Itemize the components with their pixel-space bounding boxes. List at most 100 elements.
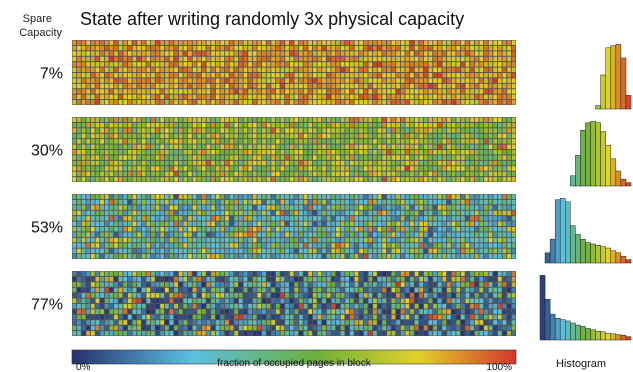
heatmap-cell (266, 51, 271, 56)
heatmap-cell (354, 56, 359, 62)
heatmap-cell (155, 232, 160, 237)
heatmap-cell (460, 314, 465, 320)
heatmap-cell (470, 78, 474, 83)
heatmap-cell (77, 298, 81, 304)
heatmap-cell (220, 89, 225, 94)
heatmap-cell (405, 177, 410, 182)
heatmap-cell (460, 325, 465, 331)
heatmap-cell (336, 62, 340, 67)
heatmap-cell (410, 166, 414, 171)
heatmap-cell (493, 149, 498, 155)
heatmap-cell (331, 309, 336, 314)
heatmap-cell (155, 216, 160, 221)
heatmap-cell (86, 51, 91, 56)
heatmap-cell (160, 83, 165, 89)
heatmap-cell (470, 287, 474, 293)
heatmap-cell (77, 51, 81, 56)
heatmap-cell (104, 298, 109, 304)
heatmap-cell (303, 271, 308, 276)
heatmap-cell (266, 298, 271, 304)
heatmap-cell (262, 62, 266, 67)
heatmap-cell (160, 271, 165, 276)
heatmap-cell (178, 45, 183, 51)
heatmap-cell (502, 194, 507, 199)
heatmap-cell (326, 287, 331, 293)
heatmap-cell (201, 45, 206, 51)
heatmap-cell (220, 122, 225, 128)
heatmap-cell (77, 282, 81, 287)
heatmap-cell (243, 314, 248, 320)
heatmap-cell (90, 155, 95, 160)
heatmap-cell (266, 122, 271, 128)
histogram-bar (539, 275, 546, 341)
heatmap-cell (451, 62, 456, 67)
heatmap-cell (151, 293, 155, 298)
heatmap-cell (229, 67, 234, 73)
heatmap-cell (220, 210, 225, 216)
heatmap-cell (188, 271, 192, 276)
heatmap-cell (160, 210, 165, 216)
heatmap-cell (502, 128, 507, 133)
heatmap-cell (359, 331, 363, 336)
heatmap-cell (414, 194, 419, 199)
heatmap-cell (271, 243, 276, 248)
heatmap-cell (114, 56, 118, 62)
heatmap-cell (470, 194, 474, 199)
heatmap-cell (511, 51, 516, 56)
heatmap-cell (238, 51, 243, 56)
heatmap-cell (410, 177, 414, 182)
heatmap-cell (340, 139, 345, 144)
heatmap-cell (410, 237, 414, 243)
heatmap-cell (123, 144, 128, 150)
heatmap-cell (95, 62, 100, 67)
heatmap-cell (373, 51, 377, 56)
heatmap-cell (363, 89, 368, 94)
heatmap-cell (285, 171, 289, 177)
heatmap-cell (447, 67, 451, 73)
heatmap-cell (497, 325, 502, 331)
heatmap-cell (460, 100, 465, 105)
heatmap-cell (72, 314, 77, 320)
heatmap-cell (114, 199, 118, 205)
heatmap-cell (451, 117, 456, 122)
heatmap-cell (507, 171, 511, 177)
heatmap-cell (493, 276, 498, 282)
histogram-bar (559, 198, 566, 264)
histogram-bar (580, 326, 586, 341)
heatmap-cell (137, 94, 141, 100)
heatmap-cell (164, 166, 169, 171)
heatmap-cell (511, 243, 516, 248)
heatmap-cell (188, 303, 192, 309)
heatmap-cell (192, 298, 197, 304)
heatmap-cell (345, 78, 350, 83)
heatmap-cell (340, 314, 345, 320)
heatmap-cell (211, 210, 215, 216)
heatmap-cell (118, 94, 123, 100)
heatmap-cell (414, 293, 419, 298)
heatmap-cell (118, 45, 123, 51)
heatmap-cell (433, 282, 437, 287)
heatmap-cell (155, 117, 160, 122)
heatmap-cell (248, 254, 252, 259)
heatmap-cell (164, 293, 169, 298)
heatmap-cell (340, 199, 345, 205)
heatmap-cell (317, 166, 322, 171)
heatmap-cell (169, 122, 174, 128)
heatmap-cell (312, 133, 317, 139)
heatmap-cell (188, 325, 192, 331)
heatmap-cell (174, 331, 178, 336)
heatmap-cell (474, 160, 479, 166)
heatmap-cell (391, 298, 396, 304)
heatmap-cell (192, 62, 197, 67)
heatmap-cell (174, 254, 178, 259)
heatmap-cell (437, 83, 442, 89)
heatmap-cell (460, 122, 465, 128)
heatmap-cell (72, 199, 77, 205)
heatmap-cell (188, 171, 192, 177)
heatmap-cell (405, 72, 410, 78)
heatmap-cell (72, 83, 77, 89)
heatmap-cell (359, 199, 363, 205)
heatmap-cell (151, 325, 155, 331)
heatmap-cell (359, 205, 363, 210)
heatmap-cell (294, 248, 299, 254)
